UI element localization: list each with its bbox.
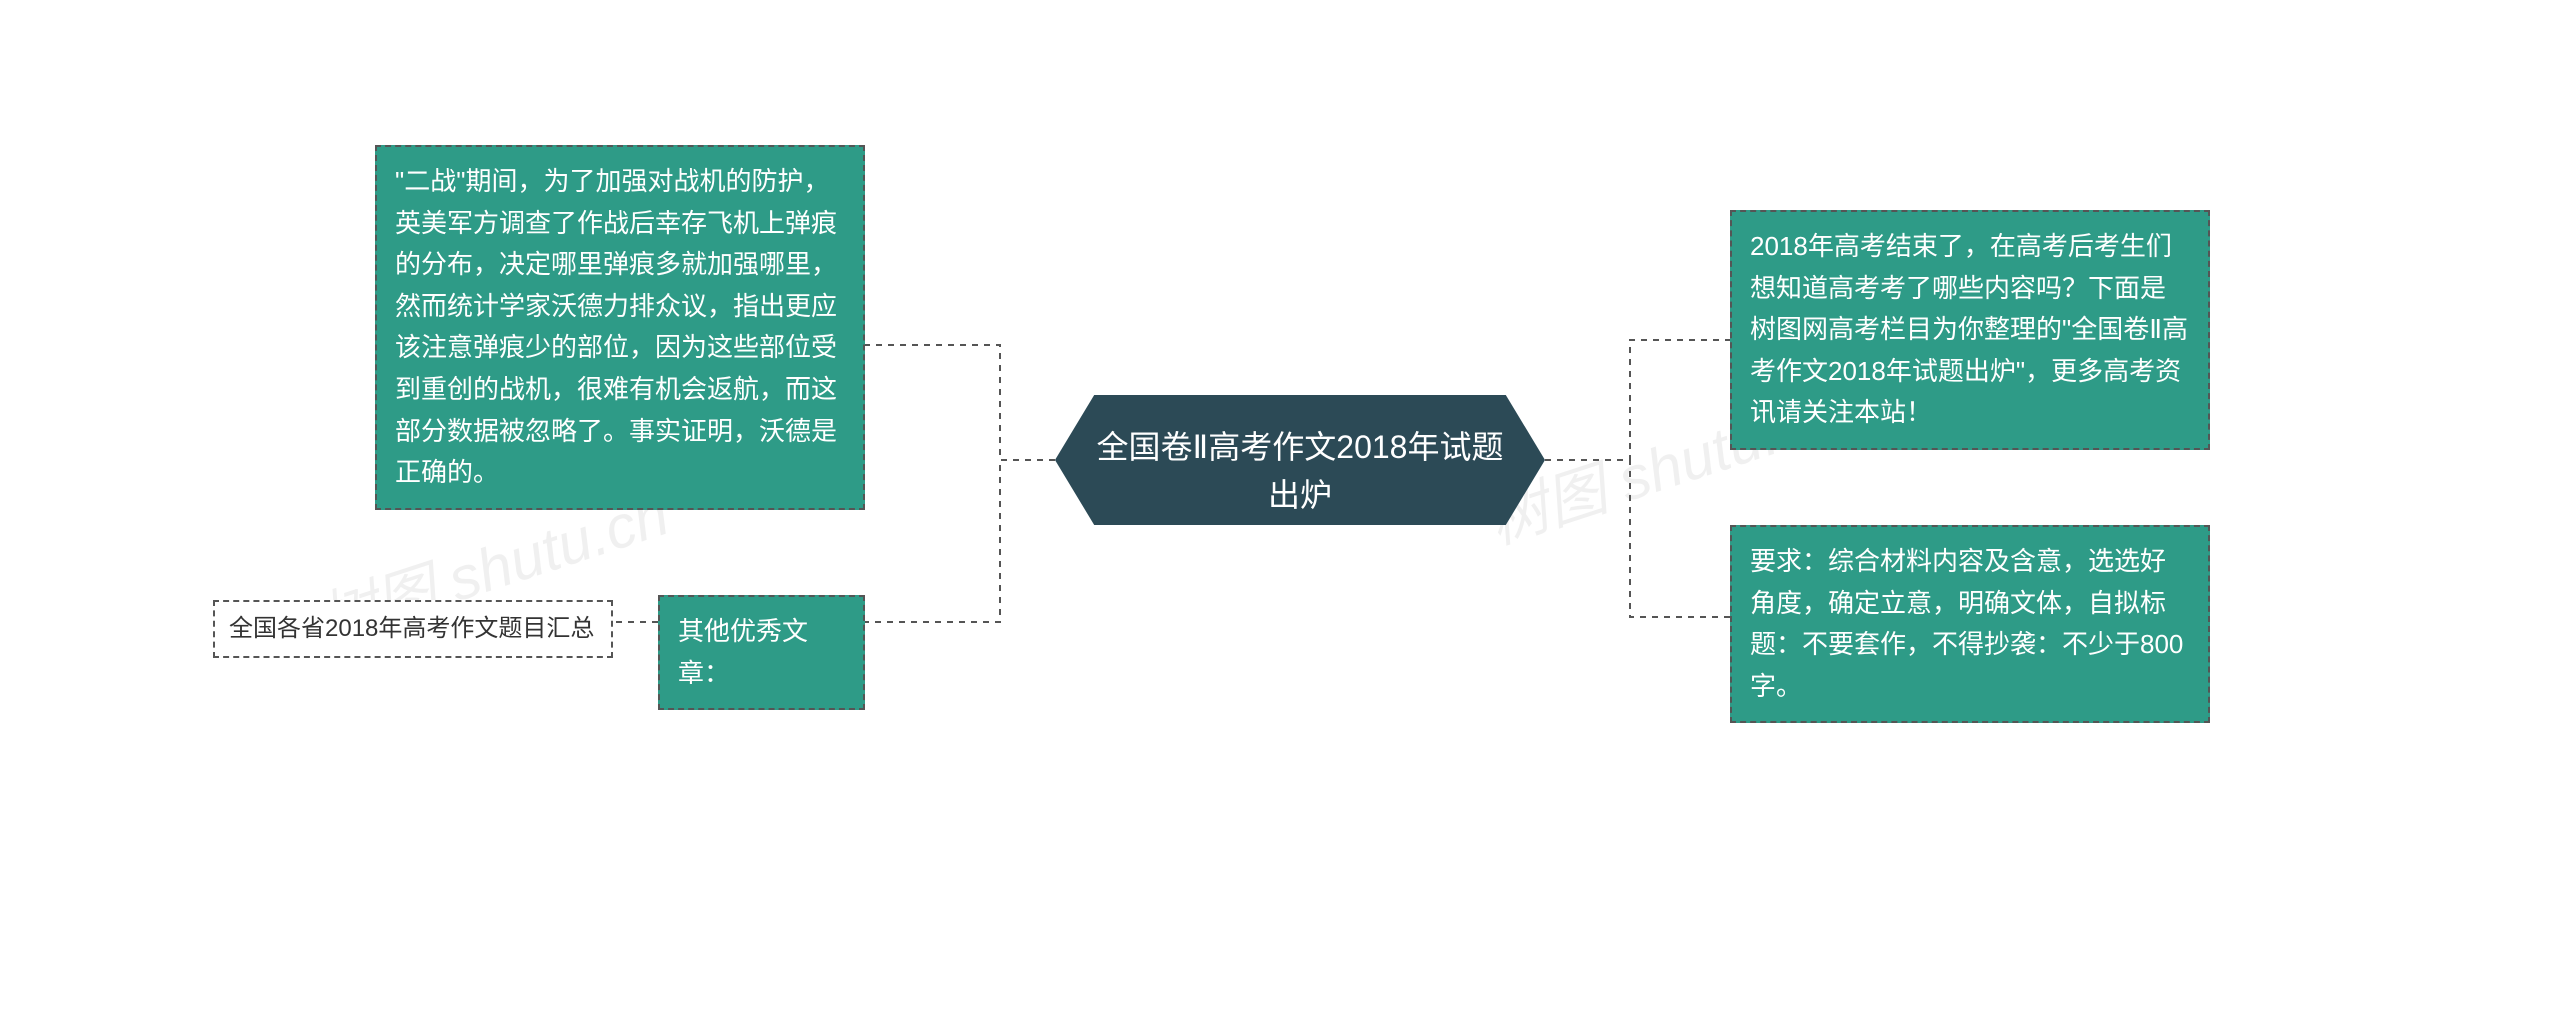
node-intro: 2018年高考结束了，在高考后考生们想知道高考考了哪些内容吗？下面是树图网高考栏…	[1730, 210, 2210, 450]
connector-path	[865, 345, 1055, 460]
node-survivorship-bias: "二战"期间，为了加强对战机的防护，英美军方调查了作战后幸存飞机上弹痕的分布，决…	[375, 145, 865, 510]
connector-path	[1545, 340, 1730, 460]
node-summary-list: 全国各省2018年高考作文题目汇总	[213, 600, 613, 658]
node-requirements: 要求：综合材料内容及含意，选选好角度，确定立意，明确文体，自拟标题：不要套作，不…	[1730, 525, 2210, 723]
center-node: 全国卷Ⅱ高考作文2018年试题出炉	[1055, 395, 1545, 525]
connector-path	[1545, 460, 1730, 617]
mindmap-canvas: 树图 shutu.cn 树图 shutu.cn 全国卷Ⅱ高考作文2018年试题出…	[0, 0, 2560, 1009]
connector-path	[865, 460, 1055, 622]
node-other-articles: 其他优秀文章：	[658, 595, 865, 710]
